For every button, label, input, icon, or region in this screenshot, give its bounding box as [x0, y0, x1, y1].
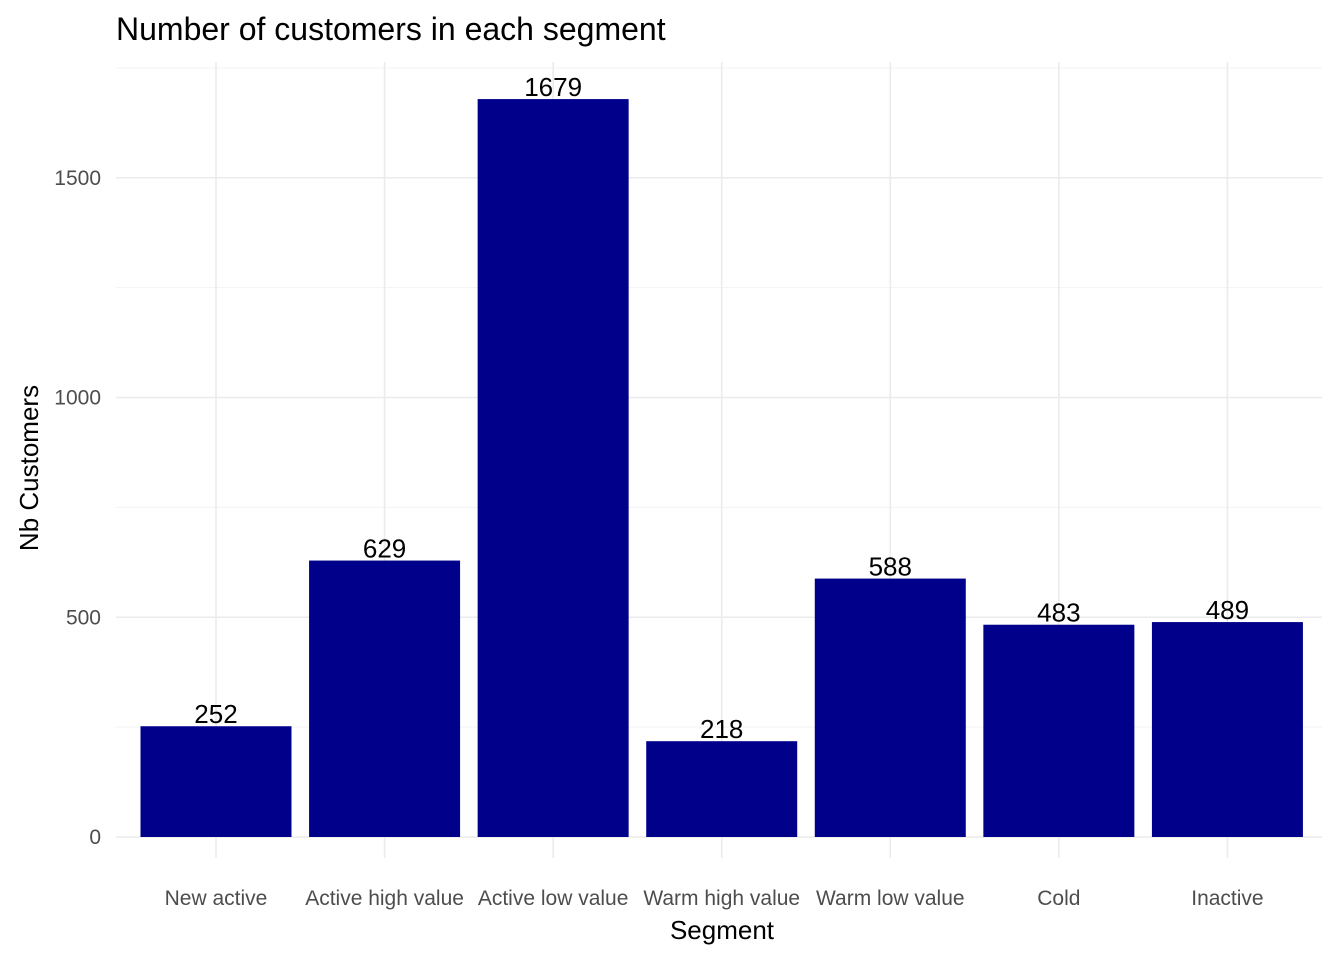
x-axis-ticks: New active Active high value Active low va…	[165, 887, 1264, 910]
x-tick-label: Inactive	[1191, 887, 1263, 910]
x-tick-label: Active high value	[305, 887, 464, 910]
x-tick-label: Active low value	[478, 887, 629, 910]
data-label: 489	[1206, 595, 1249, 625]
bar	[983, 624, 1135, 837]
y-axis-ticks: 0 500 1000 1500	[54, 167, 101, 849]
data-label: 483	[1037, 598, 1080, 628]
bars	[140, 99, 1303, 838]
y-tick-label: 1000	[54, 387, 101, 410]
bar	[477, 99, 629, 838]
y-axis-title: Nb Customers	[14, 385, 44, 551]
bar	[814, 578, 966, 837]
bar	[140, 726, 292, 837]
bar	[309, 560, 461, 837]
y-tick-label: 500	[66, 606, 101, 629]
bar	[1151, 622, 1303, 837]
x-tick-label: Warm high value	[643, 887, 800, 910]
y-tick-label: 0	[89, 826, 101, 849]
x-tick-label: Cold	[1037, 887, 1080, 910]
y-tick-label: 1500	[54, 167, 101, 190]
bar	[646, 741, 798, 837]
data-label: 588	[869, 552, 912, 582]
x-axis-title: Segment	[670, 915, 775, 945]
data-label: 629	[363, 534, 406, 564]
x-tick-label: Warm low value	[816, 887, 965, 910]
chart-title: Number of customers in each segment	[116, 11, 666, 47]
x-tick-label: New active	[165, 887, 268, 910]
data-label: 218	[700, 714, 743, 744]
data-label: 252	[194, 699, 237, 729]
data-label: 1679	[524, 72, 582, 102]
data-labels: 252 629 1679 218 588 483 489	[194, 72, 1249, 744]
